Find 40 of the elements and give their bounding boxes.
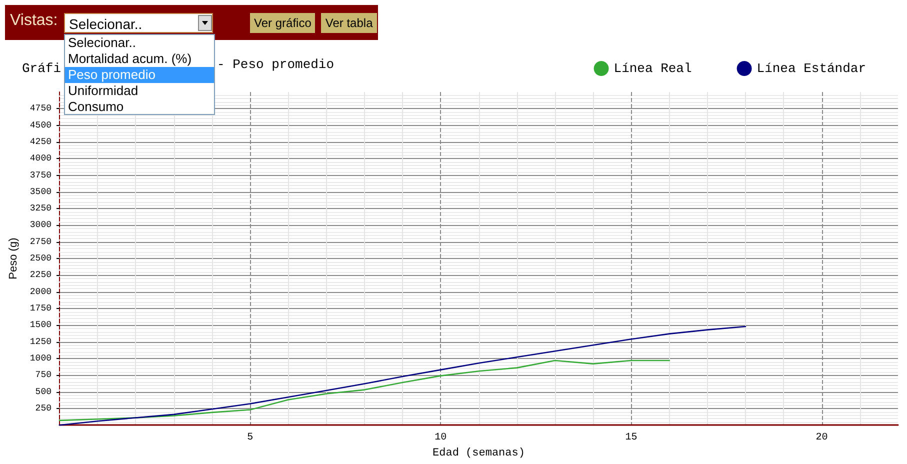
- chart-title: Gráfi: [22, 61, 62, 76]
- text: Selecionar..: [64, 13, 213, 33]
- y-tick-label: 1000: [30, 353, 52, 364]
- y-tick-label: 1250: [30, 336, 52, 347]
- y-tick-label: 4750: [30, 104, 52, 114]
- text: Selecionar..: [67, 35, 137, 51]
- y-tick-label: 750: [35, 370, 52, 380]
- y-tick-label: 4500: [30, 120, 52, 130]
- x-tick-label: 10: [434, 432, 447, 444]
- y-tick-label: 3250: [30, 204, 52, 214]
- y-tick-label: 3500: [30, 186, 52, 197]
- y-tick-label: 2750: [30, 236, 52, 247]
- legend-label: Línea Estándar: [756, 61, 866, 76]
- x-tick-label: 15: [625, 432, 638, 444]
- annotation: Consumo: [67, 99, 125, 115]
- y-tick-label: 2250: [30, 270, 52, 280]
- y-axis-title: Peso (g): [8, 238, 20, 280]
- x-tick-label: 20: [816, 432, 828, 444]
- y-tick-label: 3750: [30, 170, 52, 180]
- line-series: [58, 360, 670, 422]
- y-tick-label: 4000: [30, 154, 52, 164]
- text: - Peso promedio: [217, 57, 334, 72]
- text: Peso promedio: [65, 67, 214, 83]
- y-tick-label: 3000: [30, 220, 52, 230]
- y-tick-label: 2500: [30, 254, 52, 264]
- y-tick-label: 4250: [30, 136, 52, 147]
- text: Mortalidad acum. (%): [67, 51, 193, 67]
- y-tick-label: 1500: [30, 320, 52, 330]
- text: Ver tabla: [321, 13, 377, 33]
- x-axis-title: Edad (semanas): [432, 448, 525, 460]
- y-tick-label: 2000: [30, 286, 52, 297]
- y-tick-label: 500: [35, 386, 52, 397]
- text: Vistas:: [10, 12, 58, 30]
- legend-label: Línea Real: [614, 61, 692, 76]
- y-tick-label: 250: [35, 403, 52, 414]
- y-tick-label: 1750: [30, 304, 52, 314]
- x-tick-label: 5: [247, 432, 254, 444]
- line-series: [58, 326, 746, 426]
- text: Ver gráfico: [250, 13, 316, 33]
- annotation: Uniformidad: [67, 83, 140, 99]
